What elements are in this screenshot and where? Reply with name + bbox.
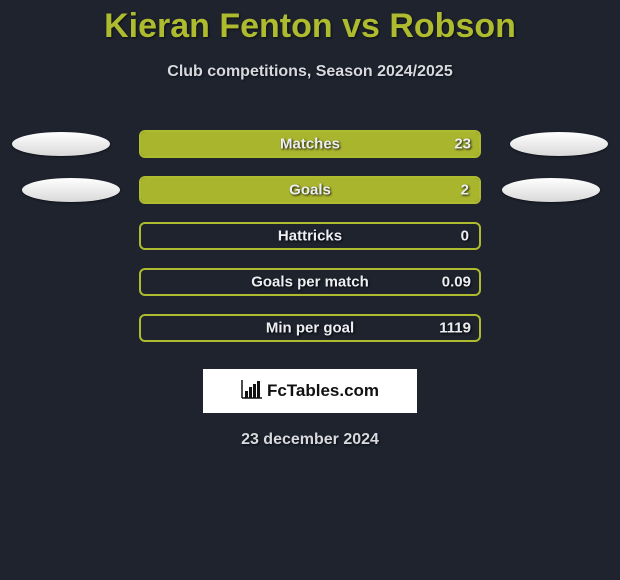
- stat-bar: Min per goal 1119: [139, 314, 481, 342]
- stat-bar: Goals2: [139, 176, 481, 204]
- stat-bar: Hattricks 0: [139, 222, 481, 250]
- comparison-infographic: Kieran Fenton vs Robson Club competition…: [0, 0, 620, 580]
- fctables-logo[interactable]: FcTables.com: [203, 369, 417, 413]
- stat-value: 0: [461, 228, 469, 245]
- stat-value: 0.09: [442, 274, 471, 291]
- page-title: Kieran Fenton vs Robson: [0, 0, 620, 45]
- stat-row: Goals per match 0.09: [0, 259, 620, 305]
- right-ellipse: [510, 132, 608, 156]
- bar-chart-icon: [241, 379, 263, 404]
- subtitle: Club competitions, Season 2024/2025: [0, 63, 620, 81]
- stat-bar: Goals per match 0.09: [139, 268, 481, 296]
- left-ellipse: [12, 132, 110, 156]
- left-ellipse: [22, 178, 120, 202]
- stat-row: Goals2: [0, 167, 620, 213]
- stat-label: Min per goal: [266, 320, 354, 337]
- stat-bar-fill: [141, 132, 479, 156]
- stat-bar: Matches23: [139, 130, 481, 158]
- right-ellipse: [502, 178, 600, 202]
- logo-text: FcTables.com: [267, 381, 379, 401]
- stat-row: Min per goal 1119: [0, 305, 620, 351]
- date-label: 23 december 2024: [0, 431, 620, 449]
- stat-bar-fill: [141, 178, 479, 202]
- stat-rows: Matches23 Goals2 Hattricks 0 Goals per match…: [0, 121, 620, 351]
- stat-row: Matches23: [0, 121, 620, 167]
- stat-row: Hattricks 0: [0, 213, 620, 259]
- stat-value: 1119: [439, 320, 471, 337]
- stat-label: Hattricks: [278, 228, 342, 245]
- stat-label: Goals per match: [251, 274, 369, 291]
